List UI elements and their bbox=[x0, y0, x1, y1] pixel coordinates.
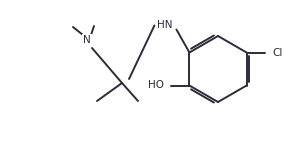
Text: HN: HN bbox=[157, 19, 172, 29]
Text: HO: HO bbox=[148, 80, 164, 90]
Text: N: N bbox=[83, 35, 91, 45]
Text: Cl: Cl bbox=[273, 48, 283, 58]
